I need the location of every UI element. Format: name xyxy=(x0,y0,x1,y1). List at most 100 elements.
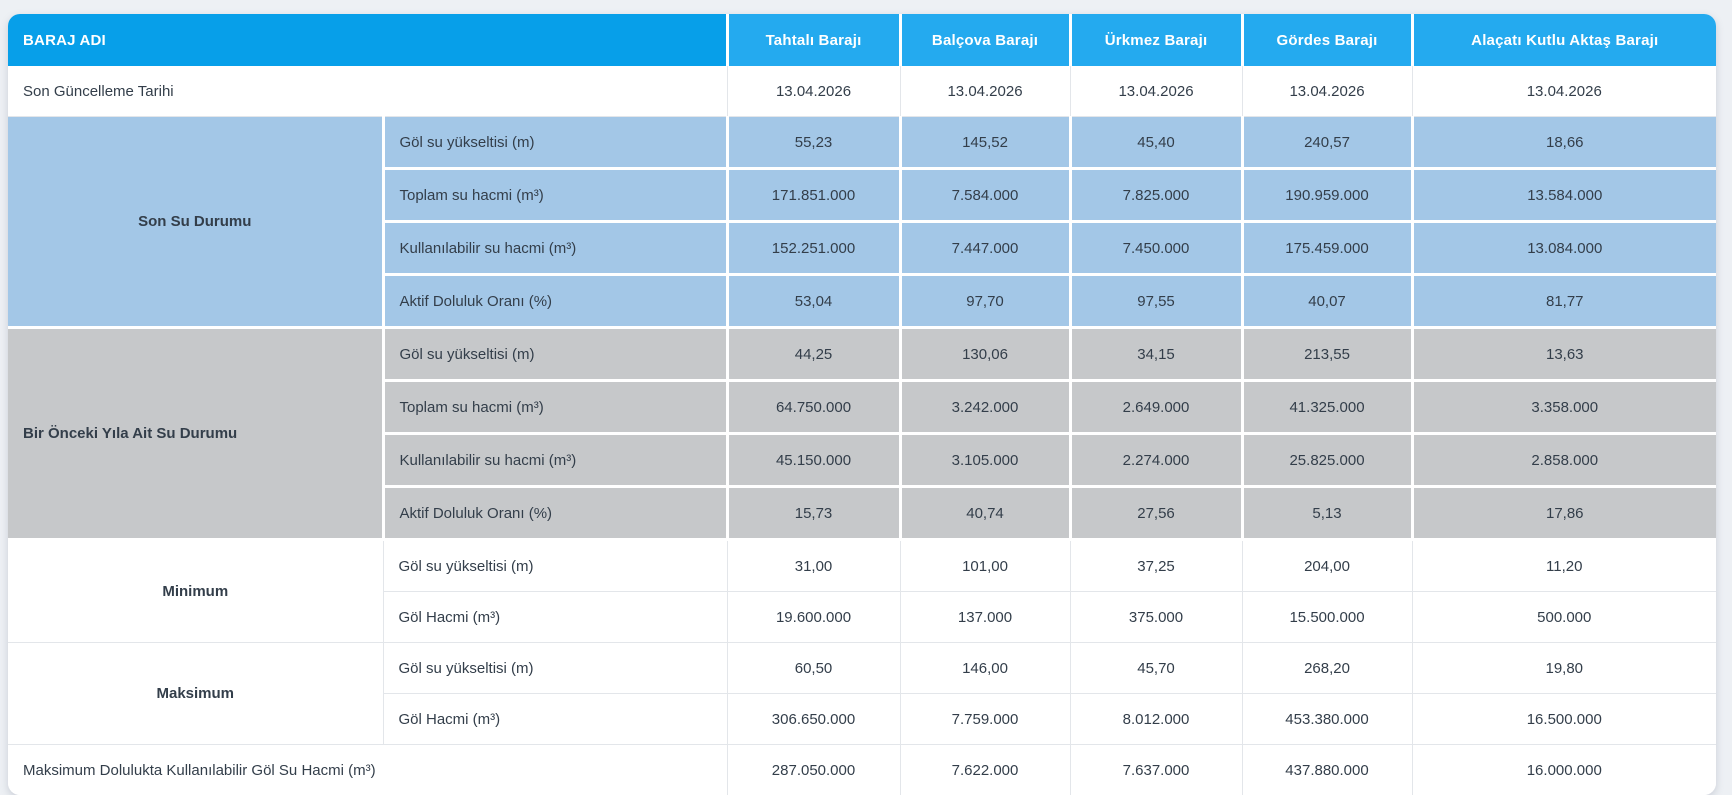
value-cell: 240,57 xyxy=(1242,117,1412,169)
value-cell: 19.600.000 xyxy=(727,592,900,643)
value-cell: 45.150.000 xyxy=(727,434,900,487)
value-cell: 453.380.000 xyxy=(1242,694,1412,745)
value-cell: 27,56 xyxy=(1070,487,1242,540)
value-cell: 7.450.000 xyxy=(1070,222,1242,275)
row-label-cell: Toplam su hacmi (m³) xyxy=(383,381,727,434)
value-cell: 45,40 xyxy=(1070,117,1242,169)
footer-row: Maksimum Dolulukta Kullanılabilir Göl Su… xyxy=(8,745,1716,795)
value-cell: 145,52 xyxy=(900,117,1070,169)
column-header-dam: Ürkmez Barajı xyxy=(1070,14,1242,66)
value-cell: 2.274.000 xyxy=(1070,434,1242,487)
row-label-cell: Toplam su hacmi (m³) xyxy=(383,169,727,222)
value-cell: 287.050.000 xyxy=(727,745,900,795)
column-header-dam: Tahtalı Barajı xyxy=(727,14,900,66)
value-cell: 16.500.000 xyxy=(1412,694,1716,745)
value-cell: 190.959.000 xyxy=(1242,169,1412,222)
value-cell: 7.825.000 xyxy=(1070,169,1242,222)
value-cell: 11,20 xyxy=(1412,540,1716,592)
row-label-cell: Son Güncelleme Tarihi xyxy=(8,66,727,117)
row-label-cell: Aktif Doluluk Oranı (%) xyxy=(383,275,727,328)
value-cell: 175.459.000 xyxy=(1242,222,1412,275)
value-cell: 8.012.000 xyxy=(1070,694,1242,745)
section-group-label: Maksimum xyxy=(8,643,383,745)
value-cell: 500.000 xyxy=(1412,592,1716,643)
column-header-dam: Balçova Barajı xyxy=(900,14,1070,66)
value-cell: 45,70 xyxy=(1070,643,1242,694)
value-cell: 17,86 xyxy=(1412,487,1716,540)
section-group-label: Bir Önceki Yıla Ait Su Durumu xyxy=(8,328,383,540)
row-label-cell: Göl su yükseltisi (m) xyxy=(383,540,727,592)
value-cell: 13.04.2026 xyxy=(727,66,900,117)
section-group-label: Son Su Durumu xyxy=(8,117,383,328)
value-cell: 3.105.000 xyxy=(900,434,1070,487)
value-cell: 3.242.000 xyxy=(900,381,1070,434)
value-cell: 15,73 xyxy=(727,487,900,540)
value-cell: 25.825.000 xyxy=(1242,434,1412,487)
value-cell: 13.04.2026 xyxy=(1242,66,1412,117)
value-cell: 171.851.000 xyxy=(727,169,900,222)
row-label-cell: Göl su yükseltisi (m) xyxy=(383,117,727,169)
value-cell: 213,55 xyxy=(1242,328,1412,381)
value-cell: 7.584.000 xyxy=(900,169,1070,222)
value-cell: 41.325.000 xyxy=(1242,381,1412,434)
value-cell: 81,77 xyxy=(1412,275,1716,328)
value-cell: 16.000.000 xyxy=(1412,745,1716,795)
value-cell: 53,04 xyxy=(727,275,900,328)
column-header-baraj-adi: BARAJ ADI xyxy=(8,14,727,66)
value-cell: 13.04.2026 xyxy=(900,66,1070,117)
row-label-cell: Göl su yükseltisi (m) xyxy=(383,328,727,381)
value-cell: 19,80 xyxy=(1412,643,1716,694)
section-group-label: Minimum xyxy=(8,540,383,643)
value-cell: 15.500.000 xyxy=(1242,592,1412,643)
row-label-cell: Göl Hacmi (m³) xyxy=(383,592,727,643)
value-cell: 13,63 xyxy=(1412,328,1716,381)
value-cell: 97,55 xyxy=(1070,275,1242,328)
value-cell: 2.858.000 xyxy=(1412,434,1716,487)
page: { "colors": { "page_bg": "#edf0f4", "hea… xyxy=(0,0,1732,777)
value-cell: 3.358.000 xyxy=(1412,381,1716,434)
value-cell: 44,25 xyxy=(727,328,900,381)
column-header-dam: Gördes Barajı xyxy=(1242,14,1412,66)
value-cell: 13.584.000 xyxy=(1412,169,1716,222)
value-cell: 34,15 xyxy=(1070,328,1242,381)
value-cell: 204,00 xyxy=(1242,540,1412,592)
value-cell: 13.04.2026 xyxy=(1070,66,1242,117)
value-cell: 40,74 xyxy=(900,487,1070,540)
value-cell: 7.447.000 xyxy=(900,222,1070,275)
value-cell: 437.880.000 xyxy=(1242,745,1412,795)
value-cell: 64.750.000 xyxy=(727,381,900,434)
row-label-cell: Göl Hacmi (m³) xyxy=(383,694,727,745)
value-cell: 31,00 xyxy=(727,540,900,592)
value-cell: 130,06 xyxy=(900,328,1070,381)
value-cell: 152.251.000 xyxy=(727,222,900,275)
value-cell: 375.000 xyxy=(1070,592,1242,643)
value-cell: 7.637.000 xyxy=(1070,745,1242,795)
value-cell: 306.650.000 xyxy=(727,694,900,745)
column-header-dam: Alaçatı Kutlu Aktaş Barajı xyxy=(1412,14,1716,66)
value-cell: 13.04.2026 xyxy=(1412,66,1716,117)
value-cell: 18,66 xyxy=(1412,117,1716,169)
value-cell: 60,50 xyxy=(727,643,900,694)
value-cell: 268,20 xyxy=(1242,643,1412,694)
row-label-cell: Kullanılabilir su hacmi (m³) xyxy=(383,222,727,275)
value-cell: 2.649.000 xyxy=(1070,381,1242,434)
row-label-cell: Kullanılabilir su hacmi (m³) xyxy=(383,434,727,487)
value-cell: 5,13 xyxy=(1242,487,1412,540)
value-cell: 40,07 xyxy=(1242,275,1412,328)
value-cell: 37,25 xyxy=(1070,540,1242,592)
value-cell: 97,70 xyxy=(900,275,1070,328)
value-cell: 13.084.000 xyxy=(1412,222,1716,275)
value-cell: 55,23 xyxy=(727,117,900,169)
row-label-cell: Göl su yükseltisi (m) xyxy=(383,643,727,694)
row-label-cell: Maksimum Dolulukta Kullanılabilir Göl Su… xyxy=(8,745,727,795)
